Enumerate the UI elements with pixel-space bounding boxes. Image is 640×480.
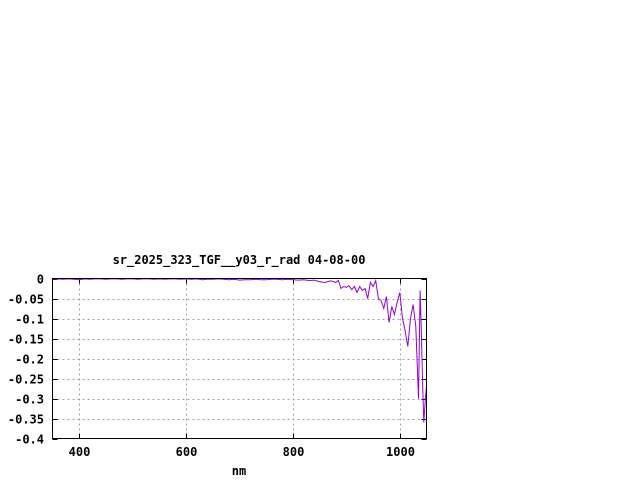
x-axis-label: nm: [232, 464, 246, 478]
y-tick-label: -0.2: [15, 353, 44, 367]
x-tick-label: 800: [283, 445, 305, 459]
y-tick-label: -0.3: [15, 393, 44, 407]
series-line: [52, 278, 427, 423]
y-tick-label: -0.25: [8, 373, 44, 387]
y-tick-label: -0.15: [8, 333, 44, 347]
y-tick-label: -0.35: [8, 413, 44, 427]
y-tick-label: -0.05: [8, 293, 44, 307]
x-tick-label: 1000: [386, 445, 415, 459]
y-tick-label: -0.4: [15, 433, 44, 447]
y-tick-label: 0: [37, 273, 44, 287]
y-tick-label: -0.1: [15, 313, 44, 327]
chart-title: sr_2025_323_TGF__y03_r_rad 04-08-00: [113, 253, 366, 268]
plot-border: [52, 278, 427, 439]
x-tick-label: 600: [176, 445, 198, 459]
grid: [52, 278, 427, 439]
x-tick-label: 400: [69, 445, 91, 459]
